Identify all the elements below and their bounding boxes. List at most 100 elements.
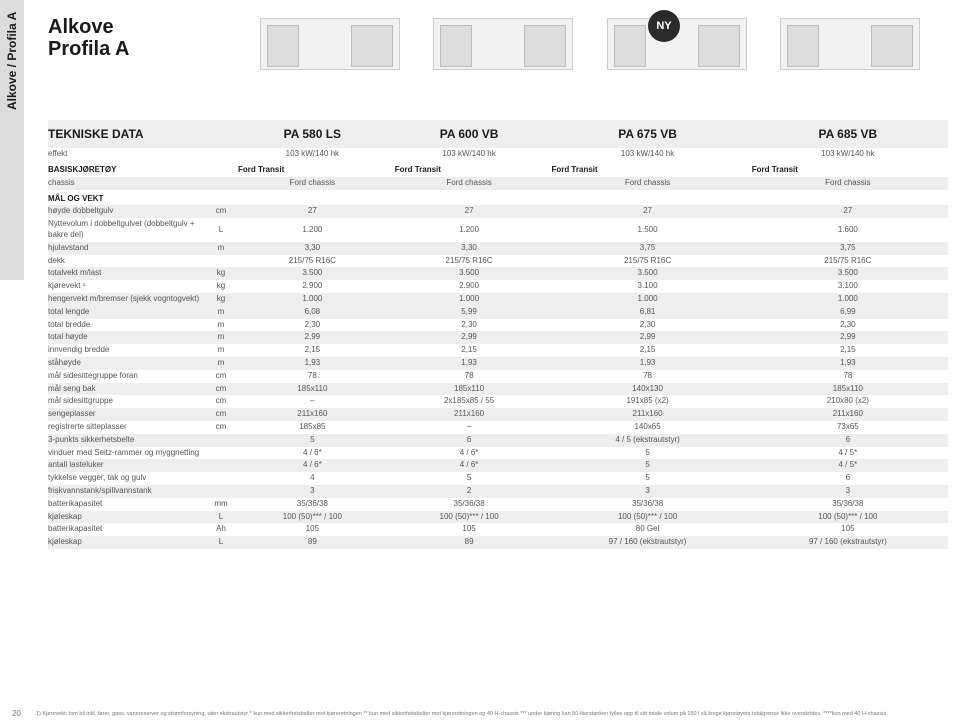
row-unit: m: [208, 242, 234, 255]
spec-table: TEKNISKE DATA PA 580 LS PA 600 VB PA 675…: [48, 120, 948, 549]
section-heading-val: [234, 190, 391, 206]
row-value: 97 / 160 (ekstrautstyr): [748, 536, 948, 549]
table-row: 3-punkts sikkerhetsbelte564 / 5 (ekstrau…: [48, 434, 948, 447]
table-row: høyde dobbeltgulvcm27272727: [48, 205, 948, 218]
section-heading-val: Ford Transit: [748, 161, 948, 177]
row-value: 185x110: [234, 383, 391, 396]
row-value: 2,99: [547, 331, 747, 344]
table-row: kjøleskapL898997 / 160 (ekstrautstyr)97 …: [48, 536, 948, 549]
row-value: 2,30: [234, 319, 391, 332]
row-value: –: [234, 395, 391, 408]
row-value: 78: [234, 370, 391, 383]
row-value: 89: [391, 536, 548, 549]
row-unit: [208, 434, 234, 447]
table-row: batterikapasitetAh10510580 Gel105: [48, 523, 948, 536]
row-value: 1.500: [547, 218, 747, 242]
row-label: effekt: [48, 148, 208, 161]
table-row: vinduer med Seitz-rammer og myggnetting4…: [48, 447, 948, 460]
row-value: 103 kW/140 hk: [547, 148, 747, 161]
row-value: 211x160: [748, 408, 948, 421]
table-row: total høydem2,992,992,992,99: [48, 331, 948, 344]
row-value: 5,99: [391, 306, 548, 319]
row-label: antall lasteluker: [48, 459, 208, 472]
row-label: friskvannstank/spillvannstank: [48, 485, 208, 498]
row-value: 100 (50)*** / 100: [547, 511, 747, 524]
side-tab: Alkove / Profila A: [0, 0, 24, 280]
row-unit: kg: [208, 267, 234, 280]
row-value: 1,93: [547, 357, 747, 370]
row-value: 27: [234, 205, 391, 218]
row-value: 1,93: [391, 357, 548, 370]
row-unit: cm: [208, 421, 234, 434]
row-value: 211x160: [234, 408, 391, 421]
section-heading-row: BASISKJØRETØYFord TransitFord TransitFor…: [48, 161, 948, 177]
row-value: 185x85: [234, 421, 391, 434]
row-value: 78: [547, 370, 747, 383]
row-value: 105: [748, 523, 948, 536]
row-value: 4 / 5*: [748, 447, 948, 460]
row-value: 1,93: [748, 357, 948, 370]
row-value: 2,30: [391, 319, 548, 332]
section-heading: MÅL OG VEKT: [48, 190, 234, 206]
row-value: 1.600: [748, 218, 948, 242]
row-label: mål sidesittegruppe foran: [48, 370, 208, 383]
row-value: 215/75 R16C: [748, 255, 948, 268]
row-unit: kg: [208, 280, 234, 293]
row-value: 27: [748, 205, 948, 218]
row-value: 103 kW/140 hk: [234, 148, 391, 161]
table-row: hjulavstandm3,303,303,753,75: [48, 242, 948, 255]
row-value: 100 (50)*** / 100: [391, 511, 548, 524]
row-value: 1,93: [234, 357, 391, 370]
section-heading: BASISKJØRETØY: [48, 161, 234, 177]
row-value: 2.900: [234, 280, 391, 293]
row-label: kjøleskap: [48, 536, 208, 549]
table-row: effekt103 kW/140 hk103 kW/140 hk103 kW/1…: [48, 148, 948, 161]
row-label: registrerte sitteplasser: [48, 421, 208, 434]
row-label: innvendig bredde: [48, 344, 208, 357]
row-unit: [208, 447, 234, 460]
row-value: 5: [547, 472, 747, 485]
row-value: 3: [234, 485, 391, 498]
row-value: 1.000: [234, 293, 391, 306]
row-value: 2,30: [547, 319, 747, 332]
row-label: batterikapasitet: [48, 523, 208, 536]
row-value: 2,15: [547, 344, 747, 357]
row-value: 6: [748, 434, 948, 447]
row-value: 78: [391, 370, 548, 383]
row-value: 5: [234, 434, 391, 447]
row-value: 2.900: [391, 280, 548, 293]
row-value: 185x110: [748, 383, 948, 396]
row-value: 3: [547, 485, 747, 498]
section-heading-val: Ford Transit: [547, 161, 747, 177]
row-value: 1.000: [391, 293, 548, 306]
row-value: 4 / 6*: [234, 459, 391, 472]
row-value: 210x80 (x2): [748, 395, 948, 408]
row-value: 3,75: [547, 242, 747, 255]
row-label: total bredde: [48, 319, 208, 332]
row-value: 2x185x85 / 55: [391, 395, 548, 408]
table-row: batterikapasitetmm35/36/3835/36/3835/36/…: [48, 498, 948, 511]
row-value: 2,15: [391, 344, 548, 357]
row-value: 4 / 6*: [234, 447, 391, 460]
row-value: 105: [391, 523, 548, 536]
row-label: batterikapasitet: [48, 498, 208, 511]
row-value: 3,30: [234, 242, 391, 255]
row-unit: m: [208, 344, 234, 357]
row-value: 6,08: [234, 306, 391, 319]
row-value: 73x65: [748, 421, 948, 434]
row-value: 3.500: [547, 267, 747, 280]
table-header-row: TEKNISKE DATA PA 580 LS PA 600 VB PA 675…: [48, 120, 948, 148]
table-row: innvendig breddem2,152,152,152,15: [48, 344, 948, 357]
row-value: 1.000: [748, 293, 948, 306]
row-unit: [208, 255, 234, 268]
row-value: 80 Gel: [547, 523, 747, 536]
row-value: 35/36/38: [391, 498, 548, 511]
row-value: 6,99: [748, 306, 948, 319]
row-unit: [208, 485, 234, 498]
new-badge: NY: [648, 10, 680, 42]
section-heading-val: [748, 190, 948, 206]
row-value: 140x130: [547, 383, 747, 396]
row-unit: Ah: [208, 523, 234, 536]
row-value: 2,99: [234, 331, 391, 344]
floorplan-pa580ls: [260, 18, 400, 70]
